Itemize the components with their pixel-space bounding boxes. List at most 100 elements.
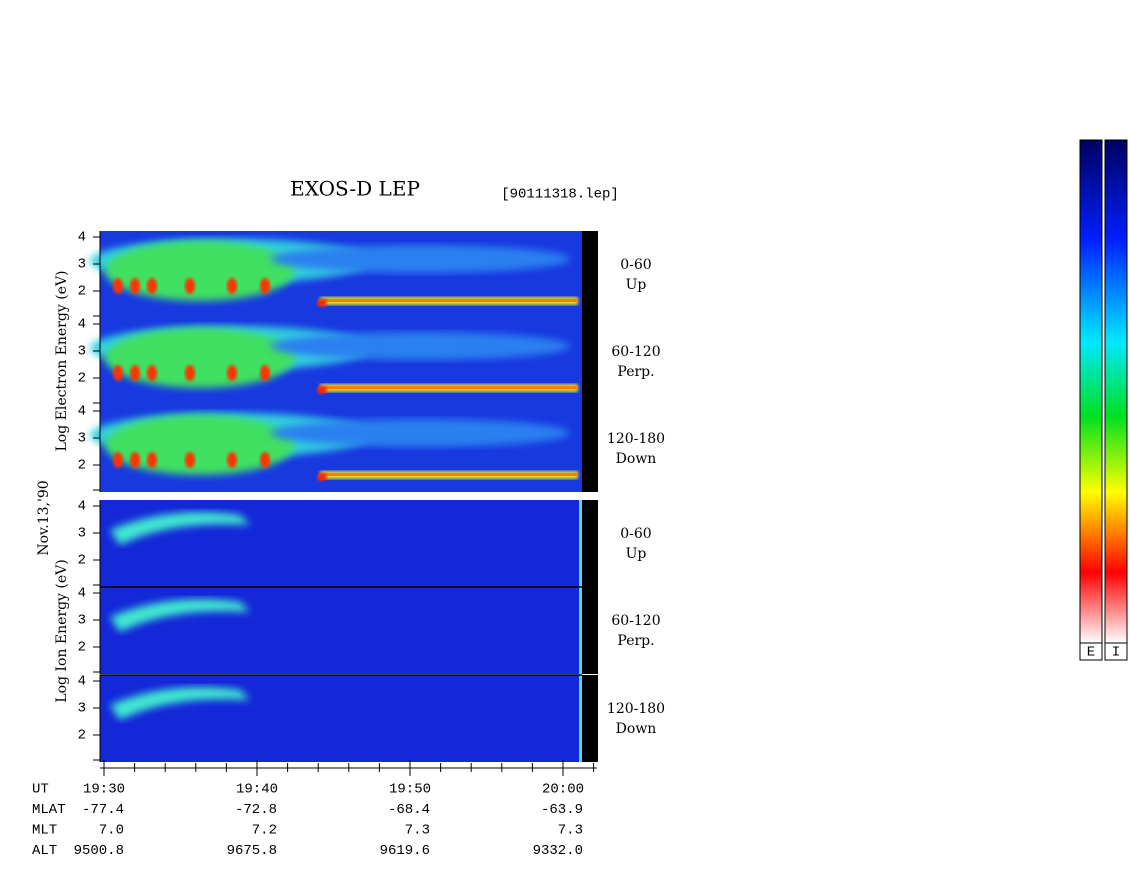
flux-peak <box>227 365 237 381</box>
spectrogram-bg <box>100 500 582 587</box>
flux-peak <box>147 452 157 468</box>
flux-region <box>270 332 570 360</box>
ephemeris-value: -72.8 <box>235 802 277 818</box>
flux-band <box>320 299 578 302</box>
y-tick-label: 3 <box>78 431 86 447</box>
edge-line <box>579 587 582 674</box>
ephemeris-value: 19:30 <box>83 782 125 798</box>
ephemeris-value: -77.4 <box>82 802 124 818</box>
ion-axis-label: Log Ion Energy (eV) <box>54 559 70 702</box>
y-tick-label: 3 <box>78 257 86 273</box>
ephemeris-label: MLT <box>32 823 57 839</box>
title: EXOS-D LEP <box>290 177 420 201</box>
end-strip <box>582 231 598 318</box>
flux-peak <box>147 278 157 294</box>
ephemeris-value: -63.9 <box>541 802 583 818</box>
y-tick-label: 4 <box>78 317 86 333</box>
y-tick-label: 2 <box>78 458 86 474</box>
ephemeris-value: 9675.8 <box>227 843 277 859</box>
end-strip <box>582 318 598 405</box>
ephemeris-value: 19:40 <box>236 782 278 798</box>
flux-peak <box>130 365 140 381</box>
file-name: [90111318.lep] <box>501 187 619 203</box>
ephemeris-value: 20:00 <box>542 782 584 798</box>
panel-range: 120-180 <box>607 431 665 447</box>
flux-peak <box>185 278 195 294</box>
end-strip <box>582 675 598 762</box>
flux-region <box>110 599 250 632</box>
edge-line <box>579 500 582 587</box>
ephemeris-value: 9332.0 <box>533 843 583 859</box>
y-tick-label: 2 <box>78 284 86 300</box>
panel-range: 60-120 <box>611 613 660 629</box>
flux-peak <box>227 452 237 468</box>
flux-region <box>270 419 570 447</box>
flux-band <box>320 473 578 476</box>
electron-axis-label: Log Electron Energy (eV) <box>54 270 70 451</box>
colorbar <box>1104 139 1128 644</box>
y-tick-label: 4 <box>78 674 86 690</box>
panel-direction: Up <box>626 546 647 562</box>
colorbar-label-box <box>1104 642 1128 661</box>
colorbar <box>1079 139 1103 644</box>
flux-peak <box>260 365 270 381</box>
flux-peak <box>130 452 140 468</box>
y-tick-label: 2 <box>78 553 86 569</box>
panel-range: 0-60 <box>620 526 651 542</box>
spectrogram <box>100 674 598 762</box>
flux-region <box>270 245 570 273</box>
ephemeris-value: 7.2 <box>252 823 277 839</box>
y-tick-label: 4 <box>78 230 86 246</box>
ephemeris-value: 7.0 <box>99 823 124 839</box>
panel-range: 0-60 <box>620 257 651 273</box>
y-tick-label: 3 <box>78 613 86 629</box>
panel-direction: Up <box>626 277 647 293</box>
panel-direction: Perp. <box>617 364 654 380</box>
flux-peak <box>185 452 195 468</box>
ephemeris-value: 7.3 <box>558 823 583 839</box>
ephemeris-label: ALT <box>32 843 57 859</box>
end-strip <box>582 587 598 674</box>
spectrogram-bg <box>100 675 582 762</box>
spectrogram <box>90 318 598 405</box>
y-tick-label: 3 <box>78 701 86 717</box>
flux-peak <box>227 278 237 294</box>
panel-direction: Perp. <box>617 633 654 649</box>
flux-peak <box>185 365 195 381</box>
flux-region <box>110 687 250 720</box>
edge-line <box>579 675 582 762</box>
spectrogram <box>90 405 598 492</box>
flux-peak <box>260 452 270 468</box>
flux-band <box>320 386 578 389</box>
ephemeris-label: UT <box>32 782 49 798</box>
flux-peak <box>147 365 157 381</box>
ephemeris-value: -68.4 <box>388 802 430 818</box>
ephemeris-label: MLAT <box>32 802 66 818</box>
ephemeris-value: 19:50 <box>389 782 431 798</box>
y-tick-label: 3 <box>78 526 86 542</box>
flux-peak <box>113 278 123 294</box>
colorbar-label: E <box>1087 645 1095 661</box>
y-tick-label: 3 <box>78 344 86 360</box>
y-tick-label: 2 <box>78 371 86 387</box>
flux-region <box>110 512 250 545</box>
panel-range: 120-180 <box>607 701 665 717</box>
flux-peak <box>260 278 270 294</box>
panel-direction: Down <box>616 451 657 467</box>
plot-area: 4 3 2 0-60 Up 4 3 2 60-120 Perp. 4 3 2 120-180 Down 4 3 2… <box>32 139 1128 859</box>
colorbar-label-box <box>1079 642 1103 661</box>
end-strip <box>582 405 598 492</box>
flux-peak <box>113 452 123 468</box>
ephemeris-value: 9619.6 <box>380 843 430 859</box>
flux-peak <box>317 473 327 481</box>
y-tick-label: 2 <box>78 728 86 744</box>
flux-peak <box>130 278 140 294</box>
colorbar-label: I <box>1112 645 1120 661</box>
y-tick-label: 4 <box>78 499 86 515</box>
spectrogram-bg <box>100 587 582 674</box>
panel-direction: Down <box>616 721 657 737</box>
ephemeris-value: 7.3 <box>405 823 430 839</box>
spectrogram <box>90 231 598 318</box>
y-tick-label: 4 <box>78 586 86 602</box>
